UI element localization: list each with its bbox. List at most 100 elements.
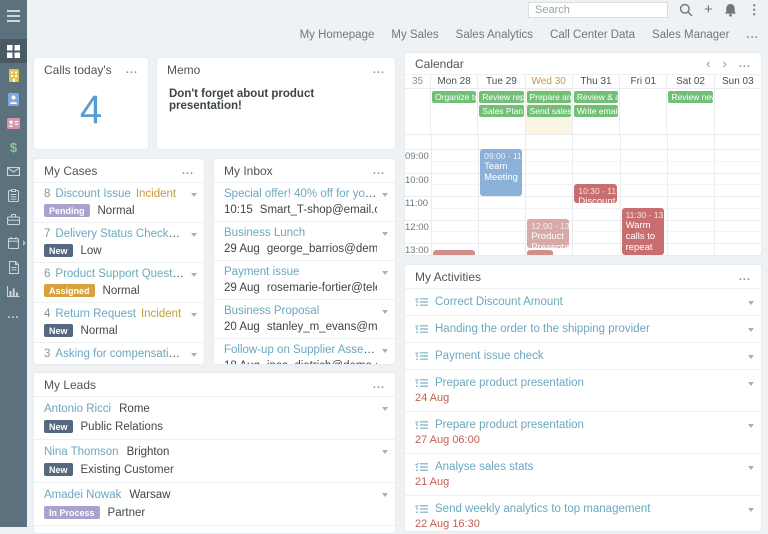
allday-col-sat[interactable]: Review new	[667, 89, 715, 134]
allday-event[interactable]: Review repo	[479, 91, 524, 103]
row-menu-caret-icon[interactable]	[748, 301, 754, 305]
tab-my-sales[interactable]: My Sales	[391, 29, 439, 41]
allday-col-wed[interactable]: Prepare ann Send sales o	[525, 89, 573, 134]
day-header-today[interactable]: Wed 30	[526, 75, 573, 88]
row-menu-caret-icon[interactable]	[382, 232, 388, 236]
menu-toggle-icon[interactable]	[0, 0, 27, 22]
calendar-prev-icon[interactable]: ‹	[706, 55, 711, 71]
menu-kebab-icon[interactable]: ⋮	[747, 2, 761, 17]
activity-title-link[interactable]: Prepare product presentation	[435, 419, 584, 431]
row-menu-caret-icon[interactable]	[382, 349, 388, 353]
allday-event[interactable]: Review new	[668, 91, 713, 103]
tabs-more-icon[interactable]: ...	[746, 29, 759, 41]
sidebar-item-more[interactable]: ...	[0, 303, 27, 327]
row-menu-caret-icon[interactable]	[748, 382, 754, 386]
search-input[interactable]	[528, 2, 668, 18]
sidebar-item-reports[interactable]	[0, 279, 27, 303]
calendar-next-icon[interactable]: ›	[722, 55, 727, 71]
allday-event[interactable]: Sales Plan	[479, 105, 524, 117]
row-menu-caret-icon[interactable]	[191, 233, 197, 237]
row-menu-caret-icon[interactable]	[382, 493, 388, 497]
lead-name-link[interactable]: Nina Thomson	[44, 446, 119, 458]
sidebar-item-tasks[interactable]	[0, 183, 27, 207]
allday-col-thu[interactable]: Review & ap Write emails	[573, 89, 621, 134]
allday-col-mon[interactable]: Organize tra	[431, 89, 479, 134]
row-menu-caret-icon[interactable]	[382, 450, 388, 454]
activity-title-link[interactable]: Send weekly analytics to top management	[435, 503, 651, 515]
row-menu-caret-icon[interactable]	[382, 193, 388, 197]
allday-event[interactable]: Review & ap	[573, 91, 619, 103]
activity-title-link[interactable]: Prepare product presentation	[435, 377, 584, 389]
row-menu-caret-icon[interactable]	[748, 328, 754, 332]
email-subject-link[interactable]: Follow-up on Supplier Assessment	[224, 344, 377, 356]
calendar-event-partial[interactable]	[433, 250, 476, 255]
day-header[interactable]: Mon 28	[431, 75, 479, 88]
email-subject-link[interactable]: Business Lunch	[224, 227, 306, 239]
calendar-event-warm-calls[interactable]: 11:30 - 13:30 Warm calls to repeat custo…	[621, 208, 664, 255]
allday-col-sun[interactable]	[715, 89, 761, 134]
activity-title-link[interactable]: Correct Discount Amount	[435, 296, 563, 308]
widget-menu-icon[interactable]: ...	[738, 57, 751, 70]
sidebar-item-email[interactable]	[0, 159, 27, 183]
quick-create-icon[interactable]: +	[704, 1, 713, 18]
row-menu-caret-icon[interactable]	[748, 355, 754, 359]
calendar-event-team-meeting[interactable]: 09:00 - 11:00 Team Meeting	[480, 149, 523, 196]
row-menu-caret-icon[interactable]	[191, 273, 197, 277]
day-header[interactable]: Tue 29	[478, 75, 526, 88]
sidebar-item-calendar[interactable]	[0, 231, 27, 255]
day-header[interactable]: Sat 02	[667, 75, 715, 88]
calendar-event-partial[interactable]	[527, 250, 554, 255]
tab-my-homepage[interactable]: My Homepage	[299, 29, 375, 41]
widget-menu-icon[interactable]: ...	[372, 64, 385, 76]
sidebar-item-companies[interactable]	[0, 63, 27, 87]
widget-menu-icon[interactable]: ...	[125, 64, 138, 76]
allday-col-fri[interactable]	[620, 89, 668, 134]
activity-title-link[interactable]: Analyse sales stats	[435, 461, 534, 473]
lead-name-link[interactable]: Amadei Nowak	[44, 489, 122, 501]
day-header[interactable]: Sun 03	[721, 76, 754, 87]
widget-menu-icon[interactable]: ...	[738, 270, 751, 283]
email-subject-link[interactable]: Business Proposal	[224, 305, 320, 317]
row-menu-caret-icon[interactable]	[191, 193, 197, 197]
lead-name-link[interactable]: Antonio Ricci	[44, 403, 112, 415]
tab-sales-analytics[interactable]: Sales Analytics	[455, 29, 534, 41]
sidebar-item-documents[interactable]	[0, 255, 27, 279]
sidebar-item-accounts[interactable]	[0, 87, 27, 111]
sidebar-item-opportunities[interactable]: $	[0, 135, 27, 159]
search-icon[interactable]	[679, 3, 693, 17]
row-menu-caret-icon[interactable]	[382, 310, 388, 314]
row-menu-caret-icon[interactable]	[382, 271, 388, 275]
day-header[interactable]: Thu 31	[573, 75, 621, 88]
widget-menu-icon[interactable]: ...	[372, 164, 385, 177]
notifications-bell-icon[interactable]	[724, 3, 737, 17]
case-name-link[interactable]: Return Request	[55, 308, 136, 320]
allday-col-tue[interactable]: Review repo Sales Plan	[478, 89, 526, 134]
sidebar-item-dashboard[interactable]	[0, 39, 27, 63]
row-menu-caret-icon[interactable]	[191, 353, 197, 357]
calendar-event-product-presentation[interactable]: 12:00 - 13:00 Product Presentation	[527, 219, 570, 248]
case-name-link[interactable]: Delivery Status Check	[55, 228, 169, 240]
allday-event[interactable]: Write emails	[573, 105, 619, 117]
tab-call-center-data[interactable]: Call Center Data	[550, 29, 636, 41]
sidebar-item-contacts[interactable]	[0, 111, 27, 135]
tab-sales-manager[interactable]: Sales Manager	[652, 29, 730, 41]
calendar-time-grid[interactable]: 09:00 10:00 11:00 12:00 13:00 09:00 - 11…	[405, 135, 761, 255]
day-header[interactable]: Fri 01	[620, 75, 668, 88]
case-name-link[interactable]: Discount Issue	[55, 188, 131, 200]
case-name-link[interactable]: Product Support Question	[55, 268, 186, 280]
row-menu-caret-icon[interactable]	[748, 466, 754, 470]
row-menu-caret-icon[interactable]	[382, 407, 388, 411]
activity-title-link[interactable]: Payment issue check	[435, 350, 544, 362]
widget-menu-icon[interactable]: ...	[181, 164, 194, 177]
allday-event[interactable]: Send sales o	[526, 105, 571, 117]
row-menu-caret-icon[interactable]	[748, 424, 754, 428]
calendar-event-discount[interactable]: 10:30 - 11:15 Discount	[574, 184, 617, 203]
row-menu-caret-icon[interactable]	[191, 313, 197, 317]
case-name-link[interactable]: Asking for compensation due to ...	[55, 348, 186, 360]
widget-menu-icon[interactable]: ...	[372, 378, 385, 391]
allday-event[interactable]: Prepare ann	[526, 91, 571, 103]
sidebar-item-products[interactable]	[0, 207, 27, 231]
allday-event[interactable]: Organize tra	[432, 91, 477, 103]
activity-title-link[interactable]: Handing the order to the shipping provid…	[435, 323, 650, 335]
email-subject-link[interactable]: Special offer! 40% off for your next ...	[224, 188, 377, 200]
